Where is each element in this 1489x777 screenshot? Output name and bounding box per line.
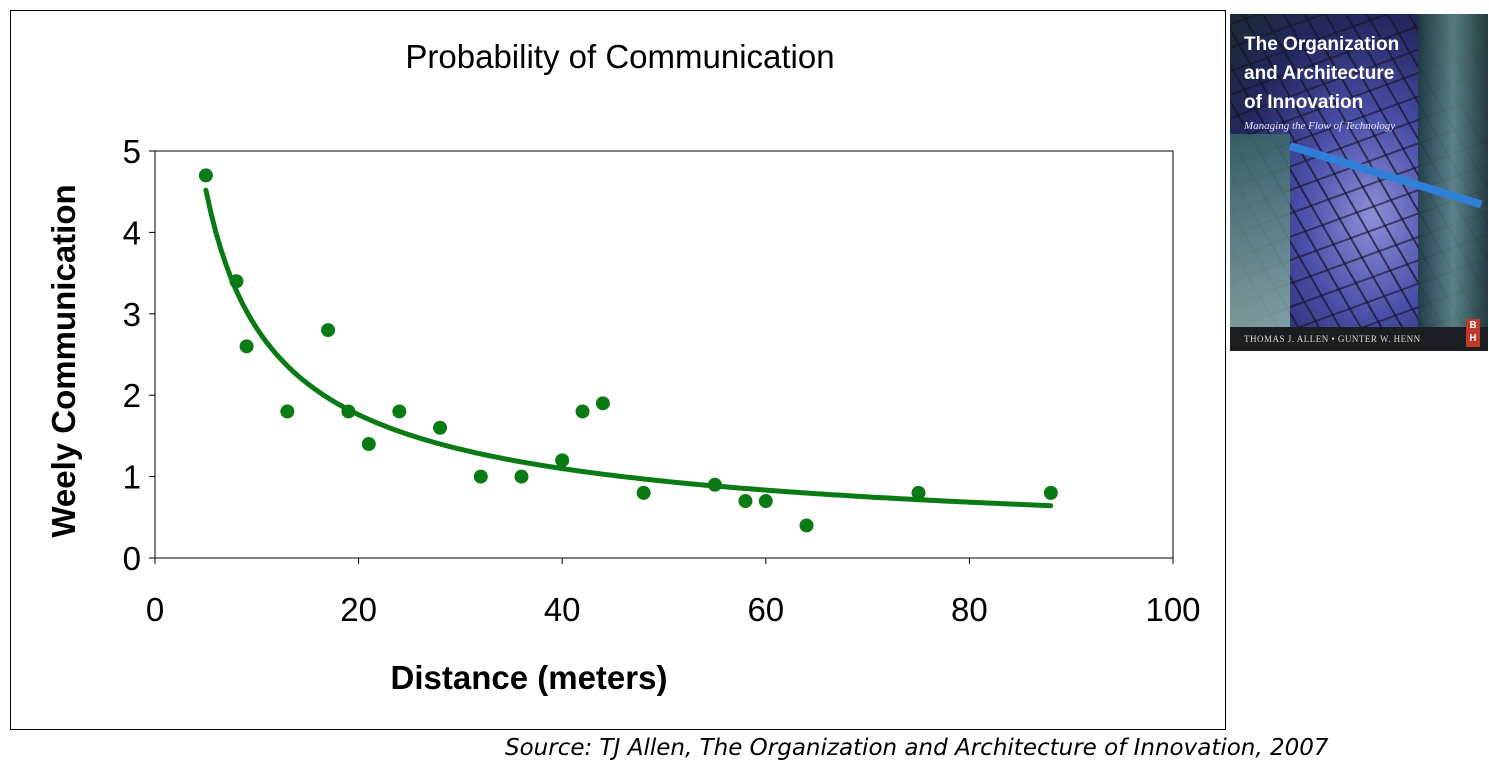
data-point bbox=[473, 469, 488, 484]
book-title: The Organization and Architecture of Inn… bbox=[1244, 30, 1399, 117]
chart-title: Probability of Communication bbox=[405, 38, 834, 75]
data-point bbox=[1043, 485, 1058, 500]
data-point bbox=[321, 323, 336, 338]
data-point bbox=[198, 168, 213, 183]
x-tick-label: 20 bbox=[340, 591, 377, 628]
data-point bbox=[911, 485, 926, 500]
data-point bbox=[636, 485, 651, 500]
data-point bbox=[799, 518, 814, 533]
y-tick-label: 2 bbox=[123, 377, 141, 414]
data-point bbox=[239, 339, 254, 354]
x-tick-label: 40 bbox=[544, 591, 581, 628]
book-cover: The Organization and Architecture of Inn… bbox=[1230, 14, 1488, 351]
book-title-line: The Organization bbox=[1244, 34, 1400, 55]
x-tick-label: 80 bbox=[951, 591, 988, 628]
source-caption: Source: TJ Allen, The Organization and A… bbox=[505, 735, 1329, 761]
x-axis-label: Distance (meters) bbox=[391, 659, 668, 696]
x-tick-label: 60 bbox=[747, 591, 784, 628]
plot-area bbox=[154, 150, 1174, 559]
book-title-line: and Architecture bbox=[1244, 63, 1395, 84]
data-point bbox=[575, 404, 590, 419]
y-tick-label: 1 bbox=[123, 459, 141, 496]
y-tick-label: 5 bbox=[123, 133, 141, 170]
data-point bbox=[738, 494, 753, 509]
y-tick-label: 3 bbox=[123, 296, 141, 333]
data-point bbox=[433, 420, 448, 435]
y-tick-label: 4 bbox=[123, 214, 141, 251]
data-point bbox=[707, 477, 722, 492]
y-tick-label: 0 bbox=[123, 540, 141, 577]
trendline bbox=[203, 187, 1054, 509]
scatter-chart: Probability of Communication 0 20 40 60 80 10… bbox=[45, 38, 1201, 696]
data-point bbox=[280, 404, 295, 419]
book-subtitle: Managing the Flow of Technology bbox=[1244, 120, 1396, 132]
data-point bbox=[514, 469, 529, 484]
data-point bbox=[341, 404, 356, 419]
chart-frame: Probability of Communication 0 20 40 60 80 10… bbox=[10, 10, 1226, 730]
data-point bbox=[758, 494, 773, 509]
data-point bbox=[361, 437, 376, 452]
x-tick-label: 100 bbox=[1145, 591, 1200, 628]
book-authors: THOMAS J. ALLEN • GUNTER W. HENN bbox=[1230, 327, 1488, 351]
y-axis-label: Weely Communication bbox=[45, 184, 82, 537]
cover-art bbox=[1230, 134, 1290, 334]
data-point bbox=[595, 396, 610, 411]
x-tick-label: 0 bbox=[146, 591, 164, 628]
cover-art bbox=[1418, 14, 1488, 351]
data-point bbox=[555, 453, 570, 468]
data-point bbox=[229, 274, 244, 289]
data-point bbox=[392, 404, 407, 419]
book-title-line: of Innovation bbox=[1244, 92, 1364, 113]
